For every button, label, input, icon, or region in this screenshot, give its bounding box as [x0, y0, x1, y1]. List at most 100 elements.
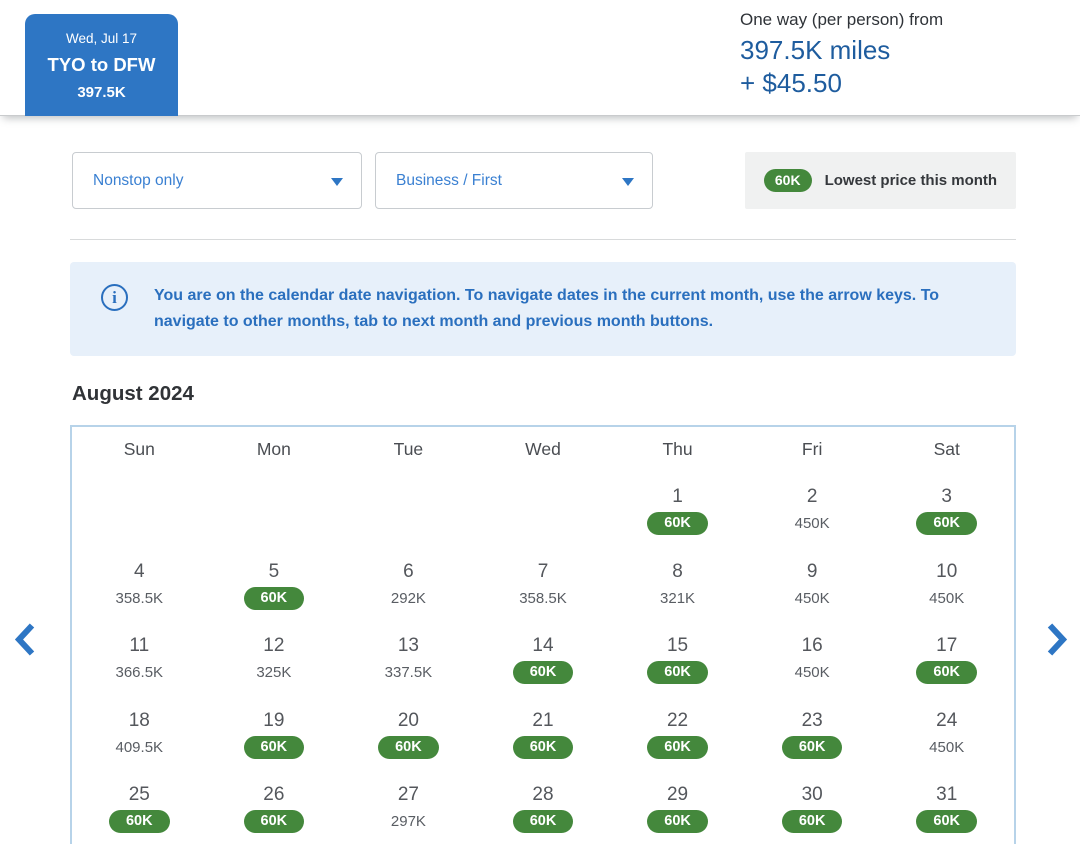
day-price-line: 60K	[476, 810, 611, 834]
stops-dropdown[interactable]: Nonstop only	[72, 152, 362, 209]
day-number: 24	[936, 709, 958, 731]
calendar-day[interactable]: 31 60K	[879, 775, 1014, 844]
calendar-day[interactable]: 16 450K	[745, 626, 880, 701]
calendar-day[interactable]: 12 325K	[207, 626, 342, 701]
calendar-day[interactable]: 4 358.5K	[72, 552, 207, 627]
day-number: 22	[666, 709, 689, 731]
day-price: 60K	[916, 512, 977, 535]
day-price-line: 60K	[610, 735, 745, 760]
calendar-day[interactable]: 11 366.5K	[72, 626, 207, 701]
award-calendar: Sun Mon Tue Wed Thu Fri Sat 1 60K 2 450K…	[70, 425, 1016, 844]
day-price-line: 60K	[207, 810, 342, 834]
calendar-day[interactable]: 1 60K	[610, 477, 745, 552]
calendar-day[interactable]: 26 60K	[207, 775, 342, 844]
day-price: 60K	[647, 735, 708, 759]
calendar-day[interactable]: 23 60K	[745, 701, 880, 776]
day-number: 14	[532, 635, 554, 656]
day-price-line: 292K	[341, 587, 476, 611]
calendar-day[interactable]: 19 60K	[207, 701, 342, 776]
month-title: August 2024	[72, 382, 194, 405]
day-price-line: 450K	[879, 736, 1014, 760]
day-price-line: 358.5K	[72, 587, 207, 611]
day-price-line: 60K	[610, 810, 745, 834]
calendar-day[interactable]: 21 60K	[476, 701, 611, 776]
calendar-day[interactable]: 15 60K	[610, 626, 745, 701]
day-number: 12	[263, 635, 285, 656]
cabin-dropdown[interactable]: Business / First	[375, 152, 653, 209]
day-number: 25	[128, 784, 150, 805]
calendar-day[interactable]: 18 409.5K	[72, 701, 207, 776]
day-header-tue: Tue	[393, 439, 424, 459]
calendar-day[interactable]: 5 60K	[207, 552, 342, 627]
calendar-day[interactable]: 6 292K	[341, 552, 476, 627]
calendar-day[interactable]: 20 60K	[341, 701, 476, 776]
day-number: 1	[672, 486, 683, 507]
day-number: 7	[537, 560, 549, 582]
day-number: 29	[666, 784, 689, 805]
day-number: 11	[129, 635, 150, 656]
day-price-line: 60K	[476, 735, 611, 760]
day-number: 4	[133, 560, 145, 582]
day-number: 15	[666, 635, 689, 656]
calendar-day[interactable]: 3 60K	[879, 477, 1014, 552]
empty-day-cell	[207, 477, 342, 552]
day-price-line: 60K	[207, 586, 342, 611]
empty-day-cell	[72, 477, 207, 552]
day-price-line: 60K	[879, 512, 1014, 536]
calendar-day[interactable]: 8 321K	[610, 552, 745, 627]
day-price: 337.5K	[384, 664, 433, 681]
day-price-line: 450K	[745, 512, 880, 536]
day-price: 292K	[390, 589, 426, 607]
calendar-area: Sun Mon Tue Wed Thu Fri Sat 1 60K 2 450K…	[0, 425, 1080, 844]
day-price-line: 450K	[745, 661, 880, 685]
day-price: 60K	[647, 661, 708, 684]
next-month-button[interactable]	[1041, 617, 1073, 666]
day-price: 297K	[390, 813, 426, 830]
calendar-day[interactable]: 17 60K	[879, 626, 1014, 701]
calendar-day[interactable]: 7 358.5K	[476, 552, 611, 627]
calendar-day[interactable]: 22 60K	[610, 701, 745, 776]
day-price-line: 358.5K	[476, 587, 611, 611]
calendar-day[interactable]: 13 337.5K	[341, 626, 476, 701]
day-price: 450K	[794, 664, 830, 681]
day-number: 27	[397, 784, 419, 805]
day-price: 60K	[916, 810, 977, 833]
day-price-line: 409.5K	[72, 736, 207, 760]
day-header-wed: Wed	[525, 439, 561, 459]
summary-miles: 397.5K miles	[740, 35, 891, 65]
day-header-fri: Fri	[801, 439, 823, 459]
day-price: 60K	[512, 661, 574, 684]
calendar-day[interactable]: 28 60K	[476, 775, 611, 844]
tab-date: Wed, Jul 17	[65, 31, 138, 46]
calendar-day[interactable]: 10 450K	[879, 552, 1014, 627]
day-price: 60K	[243, 810, 305, 833]
calendar-day[interactable]: 27 297K	[341, 775, 476, 844]
day-price-line: 60K	[745, 735, 880, 760]
summary-label: One way (per person) from	[740, 10, 944, 29]
calendar-day[interactable]: 29 60K	[610, 775, 745, 844]
calendar-day[interactable]: 14 60K	[476, 626, 611, 701]
calendar-day[interactable]: 9 450K	[745, 552, 880, 627]
day-price-line: 60K	[879, 810, 1014, 834]
calendar-day[interactable]: 30 60K	[745, 775, 880, 844]
day-price: 358.5K	[519, 589, 567, 607]
calendar-day[interactable]: 25 60K	[72, 775, 207, 844]
day-price: 358.5K	[115, 589, 164, 607]
previous-month-button[interactable]	[9, 617, 41, 666]
day-price-line: 60K	[610, 512, 745, 536]
selected-date-tab[interactable]: Wed, Jul 17 TYO to DFW 397.5K	[25, 14, 178, 116]
day-price: 450K	[794, 589, 830, 607]
day-price: 409.5K	[115, 738, 164, 756]
calendar-day[interactable]: 2 450K	[745, 477, 880, 552]
day-price: 60K	[647, 512, 708, 535]
day-price: 60K	[512, 810, 574, 833]
day-price: 60K	[108, 810, 170, 833]
day-price: 60K	[243, 586, 305, 610]
empty-day-cell	[341, 477, 476, 552]
day-price: 60K	[243, 735, 305, 759]
day-number: 26	[263, 784, 285, 805]
day-header-sat: Sat	[933, 439, 960, 459]
lowest-price-badge: 60K	[763, 169, 812, 192]
calendar-day[interactable]: 24 450K	[879, 701, 1014, 776]
day-number: 28	[532, 784, 554, 805]
